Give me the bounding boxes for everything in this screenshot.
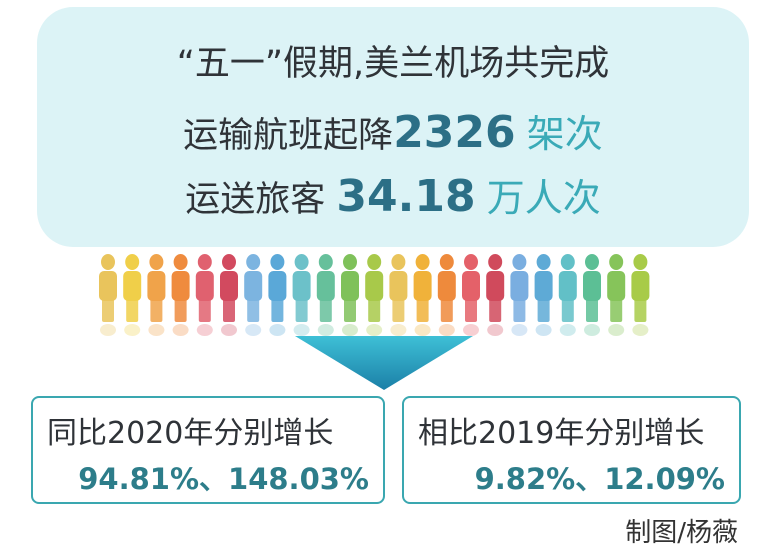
person-figure	[244, 254, 263, 336]
person-figure	[147, 254, 166, 336]
person-figure	[486, 254, 505, 336]
headline-line-1: “五一”假期,美兰机场共完成	[176, 44, 610, 84]
headline-line-3: 运送旅客 34.18 万人次	[37, 167, 749, 222]
comparison-2020-values: 94.81%、148.03%	[78, 462, 369, 496]
person-figure	[583, 254, 601, 336]
down-arrow-icon	[295, 336, 473, 390]
person-figure	[631, 254, 650, 336]
person-figure	[534, 254, 553, 336]
flights-value: 2326	[393, 107, 516, 158]
person-figure	[171, 254, 190, 336]
flights-unit: 架次	[526, 112, 603, 156]
person-figure	[220, 254, 238, 336]
person-figure	[268, 254, 287, 336]
person-figure	[365, 254, 384, 336]
person-figure	[437, 254, 456, 336]
person-figure	[510, 254, 529, 336]
comparison-2020-title: 同比2020年分别增长	[47, 416, 334, 451]
person-figure	[558, 254, 577, 336]
comparison-2020-card: 同比2020年分别增长 94.81%、148.03%	[31, 396, 385, 504]
person-figure	[607, 254, 626, 336]
credit-text: 制图/杨薇	[625, 518, 738, 548]
flights-label: 运输航班起降	[183, 116, 394, 156]
passengers-unit: 万人次	[486, 176, 601, 220]
person-figure	[389, 254, 408, 336]
people-illustration	[99, 254, 650, 336]
person-figure	[99, 254, 117, 336]
person-figure	[123, 254, 142, 336]
comparison-2019-card: 相比2019年分别增长 9.82%、12.09%	[402, 396, 741, 504]
person-figure	[316, 254, 335, 336]
person-figure	[341, 254, 359, 336]
passengers-label: 运送旅客	[185, 180, 326, 220]
comparison-2019-values: 9.82%、12.09%	[474, 462, 725, 496]
person-figure	[195, 254, 214, 336]
headline-panel: “五一”假期,美兰机场共完成 运输航班起降2326 架次 运送旅客 34.18 …	[37, 7, 749, 247]
person-figure	[462, 254, 480, 336]
passengers-value: 34.18	[336, 171, 476, 222]
person-figure	[413, 254, 432, 336]
person-figure	[292, 254, 311, 336]
headline-line-2: 运输航班起降2326 架次	[37, 103, 749, 158]
comparison-2019-title: 相比2019年分别增长	[418, 416, 705, 451]
